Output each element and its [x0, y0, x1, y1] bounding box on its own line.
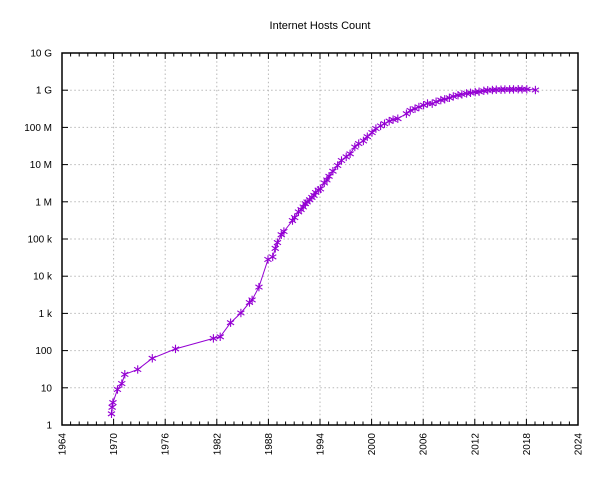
- data-point-marker: [351, 142, 359, 152]
- data-point-marker: [273, 238, 282, 247]
- data-point-marker: [109, 398, 117, 407]
- data-point-marker: [248, 295, 256, 305]
- data-point-marker: [419, 101, 428, 110]
- data-point-marker: [148, 354, 157, 363]
- x-tick-label: 2018: [522, 433, 533, 456]
- y-tick-label: 10 G: [30, 49, 52, 60]
- x-tick-label: 2000: [367, 433, 378, 456]
- data-point-marker: [310, 191, 318, 200]
- data-point-marker: [449, 92, 458, 101]
- chart-title: Internet Hosts Count: [269, 20, 371, 32]
- y-tick-label: 1 k: [39, 309, 53, 320]
- data-point-marker: [466, 88, 475, 97]
- series-line: [111, 88, 536, 414]
- data-point-marker: [406, 106, 415, 115]
- x-tick-label: 1964: [58, 433, 69, 456]
- data-point-marker: [389, 115, 397, 124]
- data-point-marker: [346, 149, 354, 158]
- data-point-marker: [325, 172, 333, 181]
- x-tick-label: 2012: [470, 433, 481, 456]
- data-point-marker: [359, 136, 368, 146]
- data-point-marker: [268, 252, 277, 262]
- data-point-marker: [264, 255, 272, 264]
- data-point-marker: [117, 379, 126, 388]
- x-tick-label: 1982: [212, 433, 223, 456]
- data-point-marker: [290, 213, 299, 222]
- data-point-marker: [363, 132, 372, 141]
- data-point-marker: [337, 156, 346, 165]
- data-point-marker: [255, 282, 263, 292]
- y-tick-label: 100 k: [28, 235, 53, 246]
- data-point-marker: [523, 85, 531, 94]
- grid-lines: [62, 53, 578, 425]
- x-tick-label: 2006: [419, 433, 430, 456]
- data-point-marker: [226, 318, 235, 327]
- data-point-marker: [329, 167, 337, 176]
- y-tick-label: 1 G: [36, 86, 52, 97]
- data-point-marker: [458, 90, 466, 99]
- data-point-marker: [475, 87, 483, 96]
- data-point-marker: [402, 109, 411, 118]
- data-point-marker: [280, 227, 288, 236]
- data-point-marker: [113, 385, 122, 394]
- x-axis-labels: 1964 1970 1976 1982 1988 1994 2000 2006 2012 2018…: [58, 433, 585, 456]
- data-point-marker: [237, 308, 245, 318]
- data-point-marker: [342, 152, 351, 162]
- data-point-marker: [385, 116, 394, 126]
- plot-border: [61, 52, 579, 426]
- data-point-marker: [394, 114, 402, 123]
- data-point-marker: [368, 128, 376, 137]
- data-point-marker: [440, 95, 449, 104]
- y-tick-label: 1: [46, 421, 52, 432]
- data-point-marker: [133, 365, 142, 374]
- data-point-marker: [271, 244, 280, 253]
- data-point-marker: [108, 403, 116, 412]
- data-point-marker: [171, 344, 180, 354]
- data-point-marker: [415, 102, 423, 112]
- y-tick-label: 1 M: [35, 197, 52, 208]
- data-point-marker: [120, 370, 129, 379]
- x-tick-label: 1994: [316, 433, 327, 456]
- x-tick-label: 1976: [161, 433, 172, 456]
- y-tick-label: 10: [41, 383, 53, 394]
- data-point-marker: [216, 332, 225, 341]
- y-tick-label: 100: [35, 346, 52, 357]
- data-point-marker: [432, 97, 440, 106]
- data-point-marker: [316, 184, 325, 194]
- x-tick-label: 1970: [109, 433, 120, 456]
- y-tick-label: 10 k: [33, 272, 53, 283]
- x-tick-label: 1988: [264, 433, 275, 456]
- y-tick-label: 10 M: [30, 160, 52, 171]
- x-tick-label: 2024: [574, 433, 585, 456]
- data-point-marker: [333, 161, 342, 170]
- series-markers: [107, 85, 540, 418]
- data-point-marker: [209, 334, 218, 343]
- data-point-marker: [107, 409, 116, 418]
- y-tick-label: 100 M: [24, 123, 52, 134]
- data-point-marker: [445, 93, 454, 102]
- y-axis-labels: 10 G 1 G 100 M 10 M 1 M 100 k 10 k 1 k 100 10 1: [24, 49, 53, 432]
- data-point-marker: [531, 85, 540, 95]
